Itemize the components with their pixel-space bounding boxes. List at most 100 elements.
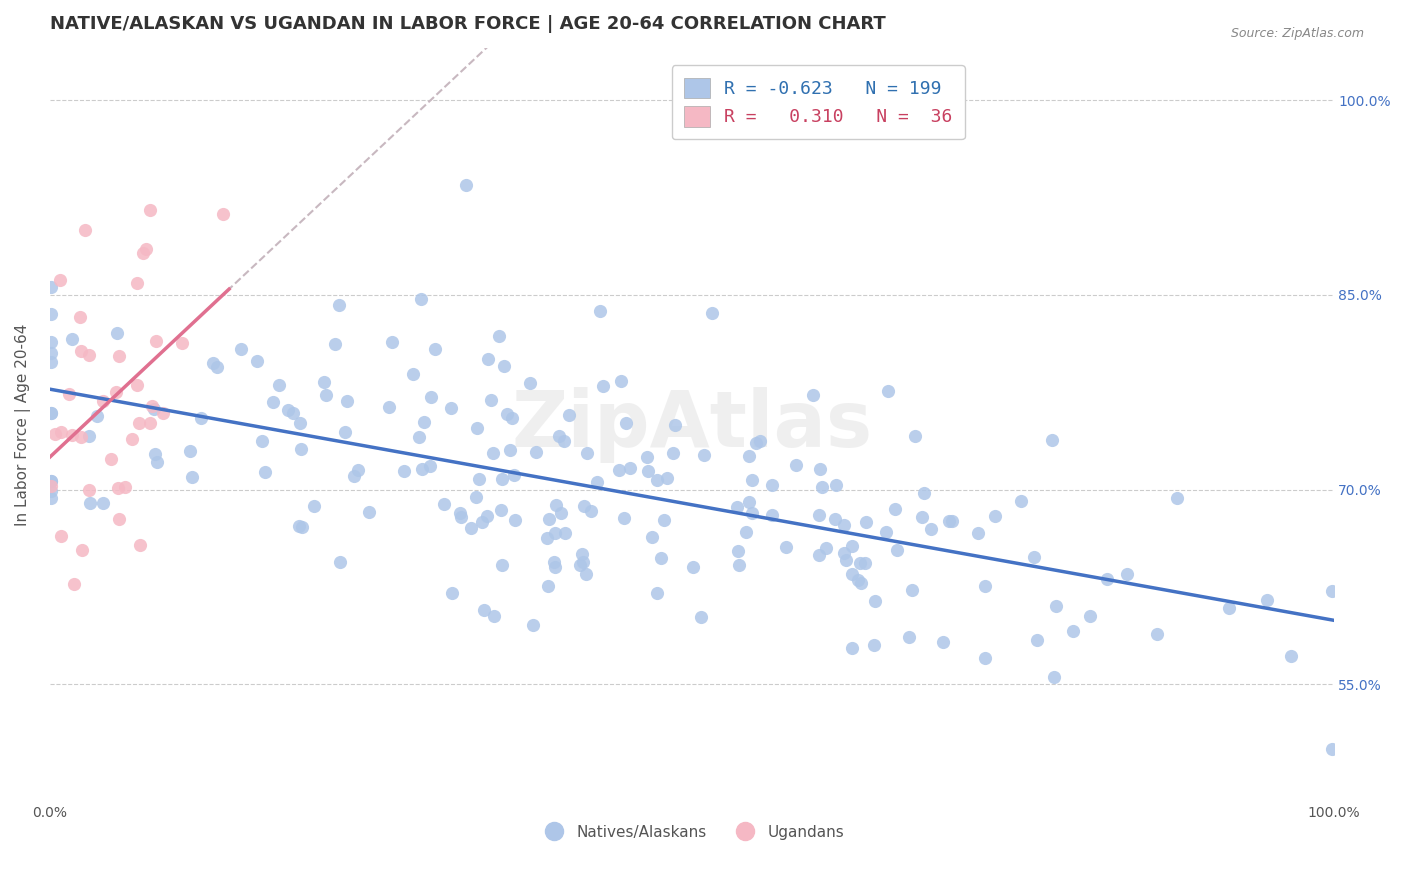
Point (108, 349, 131, 363)
Point (912, 486, 935, 500)
Point (39, 355, 62, 369)
Point (190, 411, 212, 425)
Point (941, 514, 963, 528)
Point (655, 470, 678, 484)
Point (482, 446, 505, 460)
Point (524, 444, 547, 458)
Point (614, 416, 637, 430)
Point (411, 462, 433, 476)
Point (811, 480, 834, 494)
Point (69, 430, 91, 444)
Point (142, 401, 165, 416)
Point (1062, 624, 1084, 638)
Point (761, 508, 783, 522)
Point (690, 610, 713, 624)
Point (1078, 609, 1101, 624)
Text: NATIVE/ALASKAN VS UGANDAN IN LABOR FORCE | AGE 20-64 CORRELATION CHART: NATIVE/ALASKAN VS UGANDAN IN LABOR FORCE… (49, 15, 886, 33)
Point (229, 342, 252, 356)
Point (39, 307, 62, 321)
Point (333, 425, 356, 440)
Point (1043, 670, 1066, 684)
Point (60, 428, 83, 442)
Point (700, 306, 723, 320)
Point (738, 495, 761, 509)
Point (288, 519, 311, 533)
Point (465, 421, 488, 435)
Point (904, 429, 927, 443)
Point (613, 511, 636, 525)
Point (1322, 583, 1344, 598)
Point (548, 428, 571, 442)
Point (537, 579, 560, 593)
Point (146, 455, 169, 469)
Y-axis label: In Labor Force | Age 20-64: In Labor Force | Age 20-64 (15, 324, 31, 526)
Point (69, 310, 91, 324)
Legend: Natives/Alaskans, Ugandans: Natives/Alaskans, Ugandans (533, 819, 851, 846)
Point (491, 472, 513, 486)
Point (538, 512, 561, 526)
Point (49, 425, 72, 439)
Point (775, 540, 797, 554)
Point (741, 506, 763, 520)
Point (141, 399, 163, 413)
Point (63, 577, 86, 591)
Point (39, 474, 62, 488)
Point (107, 481, 129, 495)
Point (692, 448, 714, 462)
Point (877, 384, 900, 399)
Point (749, 434, 772, 449)
Point (132, 246, 155, 260)
Point (589, 304, 612, 318)
Point (581, 504, 603, 518)
Point (91, 496, 114, 510)
Point (267, 378, 290, 392)
Point (250, 434, 273, 448)
Point (636, 450, 658, 464)
Point (503, 467, 526, 482)
Point (1166, 491, 1188, 505)
Point (79, 429, 101, 443)
Point (1279, 649, 1302, 664)
Point (86, 409, 108, 424)
Point (201, 356, 224, 370)
Point (39, 346, 62, 360)
Point (107, 512, 129, 526)
Point (100, 452, 122, 467)
Point (381, 335, 404, 350)
Point (468, 472, 491, 486)
Point (741, 473, 763, 487)
Point (312, 375, 335, 389)
Point (51, 529, 73, 543)
Point (932, 634, 955, 648)
Point (886, 543, 908, 558)
Point (883, 502, 905, 516)
Point (454, 178, 477, 193)
Point (1025, 632, 1047, 647)
Point (546, 499, 568, 513)
Point (477, 351, 499, 366)
Point (575, 567, 598, 582)
Point (576, 446, 599, 460)
Point (607, 463, 630, 477)
Point (1045, 599, 1067, 613)
Point (1024, 549, 1046, 564)
Point (761, 478, 783, 492)
Point (586, 475, 609, 490)
Point (725, 500, 748, 514)
Point (1146, 627, 1168, 641)
Point (641, 530, 664, 544)
Point (127, 378, 149, 392)
Point (377, 400, 399, 414)
Point (846, 573, 869, 587)
Point (336, 393, 359, 408)
Point (44, 427, 66, 442)
Point (139, 202, 162, 217)
Point (262, 394, 284, 409)
Point (465, 490, 488, 504)
Point (433, 497, 456, 511)
Point (647, 586, 669, 600)
Point (39, 474, 62, 488)
Point (863, 638, 886, 652)
Point (841, 641, 863, 656)
Point (832, 546, 855, 560)
